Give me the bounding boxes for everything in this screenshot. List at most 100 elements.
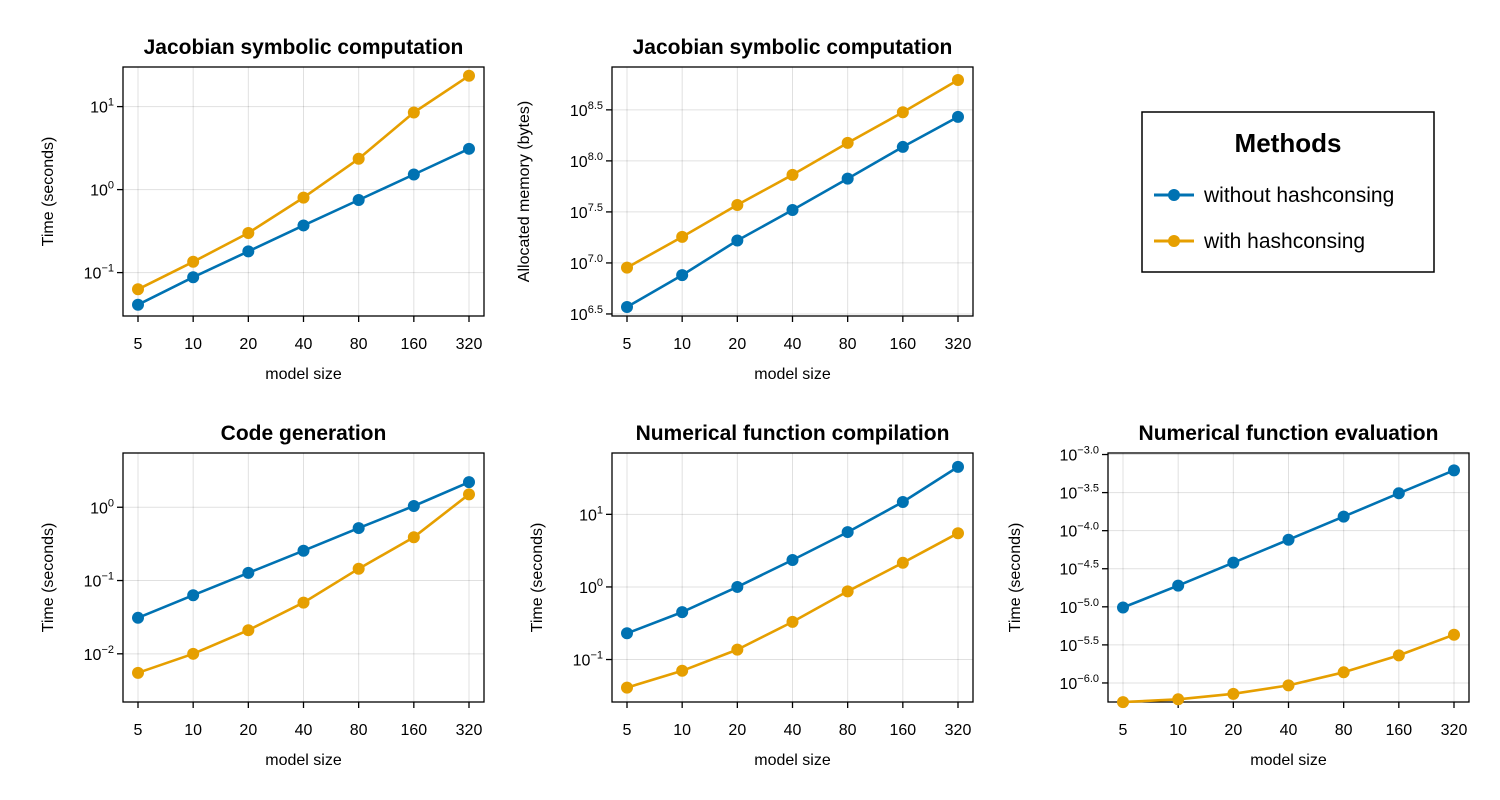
x-tick-label: 80 bbox=[839, 336, 857, 353]
y-tick-label: 10−3.5 bbox=[1059, 483, 1099, 503]
x-axis-label: model size bbox=[754, 752, 831, 769]
x-tick-label: 40 bbox=[784, 336, 802, 353]
legend-frame bbox=[1141, 111, 1435, 273]
data-point bbox=[621, 627, 633, 640]
y-tick-label: 10−1 bbox=[84, 263, 114, 283]
legend-entry-without-hashconsing: without hashconsing bbox=[1154, 184, 1394, 207]
y-tick-label: 107.5 bbox=[570, 202, 603, 222]
data-point bbox=[676, 269, 689, 282]
x-tick-label: 160 bbox=[889, 336, 916, 353]
data-point bbox=[463, 69, 475, 82]
y-tick-label: 100 bbox=[90, 497, 114, 517]
data-point bbox=[132, 666, 144, 679]
x-axis-label: model size bbox=[265, 752, 342, 769]
data-point bbox=[407, 531, 420, 544]
y-tick-label: 100 bbox=[90, 180, 114, 200]
data-point bbox=[841, 585, 854, 598]
data-point bbox=[1117, 601, 1129, 614]
x-tick-label: 160 bbox=[400, 722, 427, 739]
data-point bbox=[407, 500, 420, 513]
x-tick-label: 10 bbox=[1169, 722, 1187, 739]
chart-panel-5: 5 10 20 40 80 160 320 10−6.0 10−5.5 10−5.0 10−4.5 1… bbox=[1007, 422, 1470, 769]
data-point bbox=[1337, 510, 1350, 523]
data-point bbox=[952, 460, 964, 473]
y-tick-label: 10−1 bbox=[573, 650, 603, 670]
y-tick-label: 10−1 bbox=[84, 571, 114, 591]
data-point bbox=[187, 255, 200, 268]
data-point bbox=[841, 526, 854, 539]
y-axis-label: Time (seconds) bbox=[40, 523, 57, 633]
data-point bbox=[952, 74, 964, 87]
y-tick-label: 10−2 bbox=[84, 644, 114, 664]
y-tick-label: 10−6.0 bbox=[1059, 673, 1099, 693]
x-tick-label: 320 bbox=[1441, 722, 1468, 739]
x-tick-label: 5 bbox=[623, 722, 632, 739]
data-point bbox=[352, 152, 365, 165]
data-point bbox=[896, 495, 909, 508]
y-tick-label: 101 bbox=[90, 97, 114, 117]
data-point bbox=[352, 522, 365, 535]
data-point bbox=[896, 140, 909, 153]
data-point bbox=[731, 643, 744, 656]
data-point bbox=[187, 589, 200, 602]
x-tick-label: 10 bbox=[184, 722, 202, 739]
legend: Methods without hashconsing with hashcon… bbox=[1141, 111, 1435, 273]
chart-panel-2: 5 10 20 40 80 160 320 106.5 107.0 107.5 108.0 108.5… bbox=[516, 36, 974, 383]
data-point bbox=[1172, 579, 1185, 592]
y-tick-label: 10−4.5 bbox=[1059, 559, 1099, 579]
x-axis-label: model size bbox=[754, 366, 831, 383]
chart-panel-3: 5 10 20 40 80 160 320 10−2 10−1 100 Code generatio… bbox=[40, 422, 485, 769]
y-tick-label: 108.0 bbox=[570, 151, 603, 171]
data-point bbox=[1448, 464, 1460, 477]
data-point bbox=[731, 234, 744, 247]
y-axis-label: Time (seconds) bbox=[1007, 523, 1024, 633]
data-point bbox=[1392, 487, 1405, 500]
y-tick-label: 108.5 bbox=[570, 100, 603, 120]
data-point bbox=[1337, 666, 1350, 679]
legend-label: with hashconsing bbox=[1203, 230, 1365, 253]
x-tick-label: 80 bbox=[839, 722, 857, 739]
data-point bbox=[352, 562, 365, 575]
data-point bbox=[1282, 533, 1295, 546]
data-point bbox=[242, 227, 255, 239]
y-axis-label: Allocated memory (bytes) bbox=[516, 101, 533, 282]
x-tick-label: 160 bbox=[1385, 722, 1412, 739]
data-point bbox=[731, 198, 744, 211]
data-point bbox=[896, 556, 909, 569]
data-point bbox=[242, 245, 255, 258]
x-tick-label: 5 bbox=[134, 336, 143, 353]
legend-label: without hashconsing bbox=[1203, 184, 1394, 207]
data-point bbox=[1117, 696, 1129, 709]
x-tick-label: 40 bbox=[295, 722, 313, 739]
x-axis-label: model size bbox=[1250, 752, 1327, 769]
x-tick-label: 40 bbox=[1280, 722, 1298, 739]
data-point bbox=[786, 204, 799, 217]
data-point bbox=[242, 624, 255, 637]
x-tick-label: 40 bbox=[295, 336, 313, 353]
data-point bbox=[786, 554, 799, 567]
data-point bbox=[187, 647, 200, 660]
chart-panel-4: 5 10 20 40 80 160 320 10−1 100 101 Numerical funct… bbox=[529, 422, 974, 769]
x-tick-label: 80 bbox=[350, 336, 368, 353]
y-tick-label: 10−4.0 bbox=[1059, 521, 1099, 541]
chart-title: Jacobian symbolic computation bbox=[144, 36, 464, 59]
data-point bbox=[952, 110, 964, 123]
data-point bbox=[621, 261, 633, 274]
y-tick-label: 101 bbox=[579, 504, 603, 524]
data-point bbox=[1227, 556, 1240, 569]
data-point bbox=[407, 168, 420, 181]
data-point bbox=[1448, 628, 1460, 641]
data-point bbox=[297, 596, 310, 609]
x-tick-label: 10 bbox=[184, 336, 202, 353]
data-point bbox=[841, 172, 854, 185]
chart-title: Numerical function compilation bbox=[636, 422, 950, 445]
x-tick-label: 20 bbox=[728, 722, 746, 739]
y-axis-label: Time (seconds) bbox=[529, 523, 546, 633]
data-point bbox=[621, 300, 633, 313]
x-tick-label: 20 bbox=[239, 722, 257, 739]
x-tick-label: 5 bbox=[1119, 722, 1128, 739]
chart-panel-1: 5 10 20 40 80 160 320 10−1 100 101 Jacobian symbol… bbox=[40, 36, 485, 383]
x-tick-label: 80 bbox=[1335, 722, 1353, 739]
legend-swatch-marker bbox=[1168, 235, 1180, 247]
x-tick-label: 10 bbox=[673, 336, 691, 353]
